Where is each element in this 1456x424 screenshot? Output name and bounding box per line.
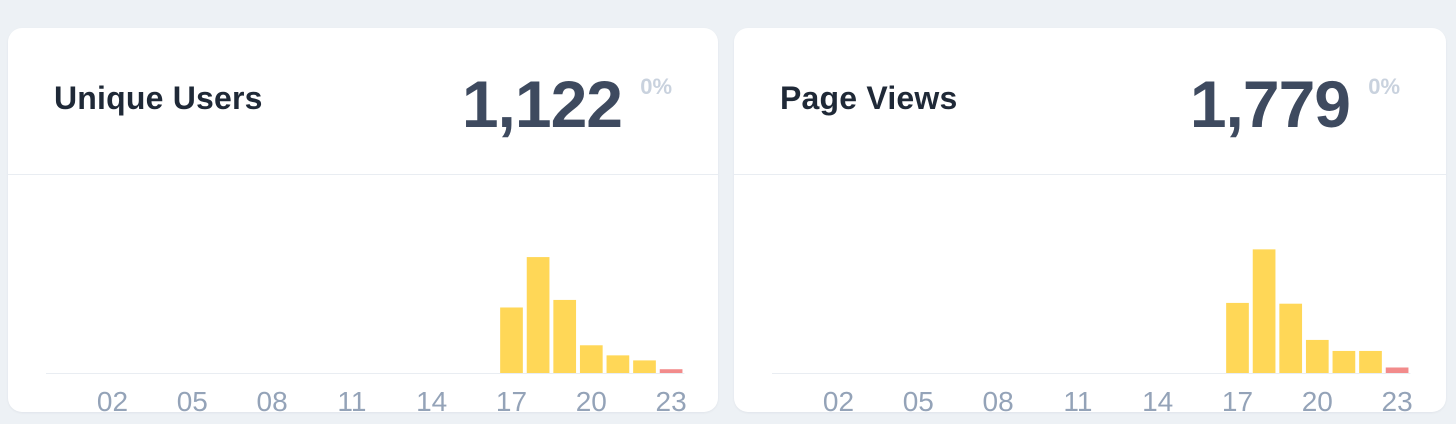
- bar-hour-21[interactable]: [606, 355, 630, 373]
- x-tick-label: 17: [496, 386, 527, 412]
- x-tick-label: 08: [257, 386, 288, 412]
- x-tick-label: 11: [337, 386, 366, 412]
- metric-value: 1,122: [461, 67, 623, 141]
- x-tick-label: 05: [903, 386, 934, 412]
- x-tick-label: 05: [177, 386, 208, 412]
- card-header: Unique Users 1,122 0%: [8, 28, 718, 175]
- page-views-card: Page Views 1,779 0% 02 05 08 11 14 17 20 23: [734, 28, 1446, 412]
- x-tick-label: 17: [1222, 386, 1253, 412]
- x-tick-label: 20: [576, 386, 607, 412]
- bar-hour-19[interactable]: [1279, 303, 1303, 373]
- bar-hour-18[interactable]: [526, 257, 550, 373]
- x-tick-label: 23: [656, 386, 687, 412]
- x-tick-label: 02: [97, 386, 128, 412]
- bar-hour-23[interactable]: [659, 369, 683, 373]
- change-percentage: 0%: [640, 74, 672, 99]
- card-header: Page Views 1,779 0%: [734, 28, 1446, 175]
- unique-users-chart: 02 05 08 11 14 17 20 23: [46, 257, 687, 412]
- bar-hour-18[interactable]: [1252, 249, 1276, 373]
- x-tick-label: 20: [1302, 386, 1333, 412]
- bar-hour-17[interactable]: [1226, 302, 1249, 373]
- page-views-chart: 02 05 08 11 14 17 20 23: [772, 249, 1413, 412]
- bar-hour-22[interactable]: [633, 360, 656, 373]
- x-tick-label: 23: [1382, 386, 1413, 412]
- bar-hour-21[interactable]: [1332, 350, 1356, 373]
- change-percentage: 0%: [1368, 74, 1400, 99]
- bar-hour-20[interactable]: [579, 345, 603, 373]
- x-tick-label: 14: [1142, 386, 1173, 412]
- metric-value: 1,779: [1189, 67, 1351, 141]
- card-title: Unique Users: [54, 80, 263, 116]
- card-title: Page Views: [780, 80, 958, 116]
- unique-users-card: Unique Users 1,122 0% 02 05 08 11 14 17 20 23: [8, 28, 718, 412]
- bar-hour-22[interactable]: [1359, 350, 1382, 373]
- bar-hour-20[interactable]: [1305, 339, 1329, 373]
- bar-hour-17[interactable]: [500, 307, 523, 373]
- x-tick-label: 08: [983, 386, 1014, 412]
- bar-hour-23[interactable]: [1385, 367, 1409, 373]
- x-tick-label: 14: [416, 386, 447, 412]
- x-tick-label: 02: [823, 386, 854, 412]
- x-tick-label: 11: [1063, 386, 1092, 412]
- bar-hour-19[interactable]: [553, 299, 577, 373]
